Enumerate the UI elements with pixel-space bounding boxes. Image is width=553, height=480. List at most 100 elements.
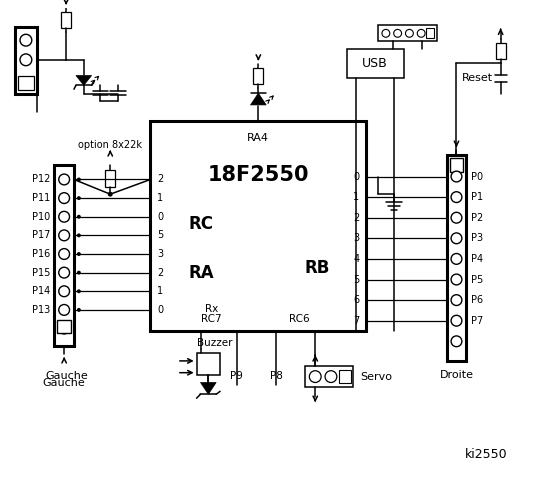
- Text: P4: P4: [471, 254, 483, 264]
- Text: 5: 5: [353, 275, 359, 285]
- Text: RB: RB: [305, 259, 330, 277]
- Bar: [339, 370, 351, 384]
- Polygon shape: [251, 93, 266, 105]
- Circle shape: [59, 249, 70, 259]
- Circle shape: [405, 29, 413, 37]
- Text: P17: P17: [32, 230, 50, 240]
- Circle shape: [451, 274, 462, 285]
- Circle shape: [20, 54, 32, 66]
- Text: P2: P2: [471, 213, 483, 223]
- Text: 1: 1: [158, 193, 164, 203]
- Circle shape: [451, 336, 462, 347]
- Text: P9: P9: [231, 371, 243, 381]
- Bar: [253, 68, 263, 84]
- Text: P13: P13: [32, 305, 50, 315]
- Text: option 8x22k: option 8x22k: [79, 140, 142, 150]
- Bar: [450, 158, 463, 172]
- Text: RA: RA: [189, 264, 214, 282]
- Bar: [495, 43, 505, 59]
- Circle shape: [59, 304, 70, 315]
- Circle shape: [325, 371, 337, 383]
- Circle shape: [108, 192, 113, 197]
- Text: Buzzer: Buzzer: [196, 338, 232, 348]
- Circle shape: [77, 271, 81, 275]
- Text: 1: 1: [353, 192, 359, 202]
- Circle shape: [451, 192, 462, 203]
- Text: 0: 0: [353, 171, 359, 181]
- Text: P14: P14: [32, 286, 50, 296]
- Text: Gauche: Gauche: [43, 378, 86, 388]
- Circle shape: [77, 252, 81, 256]
- Text: RC6: RC6: [289, 314, 310, 324]
- Text: ki2550: ki2550: [465, 447, 507, 461]
- Text: 0: 0: [158, 305, 164, 315]
- Text: 7: 7: [353, 316, 359, 326]
- Bar: [15, 27, 36, 94]
- Circle shape: [59, 211, 70, 222]
- Bar: [150, 120, 366, 332]
- Bar: [378, 25, 437, 41]
- Text: 2: 2: [158, 174, 164, 184]
- Text: 5: 5: [158, 230, 164, 240]
- Circle shape: [451, 253, 462, 264]
- Circle shape: [59, 230, 70, 241]
- Circle shape: [59, 174, 70, 185]
- Text: RC7: RC7: [201, 314, 222, 324]
- Text: P7: P7: [471, 316, 483, 326]
- Circle shape: [77, 308, 81, 312]
- Text: RA4: RA4: [247, 133, 269, 143]
- Text: P0: P0: [471, 171, 483, 181]
- Text: P12: P12: [32, 174, 50, 184]
- Circle shape: [382, 29, 390, 37]
- Bar: [426, 28, 434, 38]
- Text: P10: P10: [32, 212, 50, 222]
- Circle shape: [451, 233, 462, 244]
- Text: P3: P3: [471, 233, 483, 243]
- Circle shape: [59, 323, 70, 334]
- Circle shape: [77, 289, 81, 293]
- Text: P16: P16: [32, 249, 50, 259]
- Text: P8: P8: [269, 371, 283, 381]
- Bar: [447, 155, 466, 361]
- Circle shape: [77, 178, 81, 181]
- Text: P1: P1: [471, 192, 483, 202]
- Bar: [305, 366, 352, 387]
- Circle shape: [59, 267, 70, 278]
- Bar: [196, 353, 220, 375]
- Text: 6: 6: [353, 295, 359, 305]
- Circle shape: [451, 171, 462, 182]
- Circle shape: [59, 286, 70, 297]
- Bar: [18, 76, 34, 90]
- Text: Servo: Servo: [361, 372, 393, 382]
- Bar: [61, 12, 71, 28]
- Circle shape: [394, 29, 401, 37]
- Circle shape: [77, 196, 81, 200]
- Circle shape: [451, 315, 462, 326]
- Text: 3: 3: [158, 249, 164, 259]
- Text: Droite: Droite: [440, 370, 473, 380]
- Text: 18F2550: 18F2550: [207, 165, 309, 184]
- Polygon shape: [76, 75, 92, 85]
- Text: P11: P11: [32, 193, 50, 203]
- Circle shape: [418, 29, 425, 37]
- Text: P6: P6: [471, 295, 483, 305]
- Circle shape: [309, 371, 321, 383]
- Text: Reset: Reset: [462, 73, 493, 84]
- Text: 2: 2: [158, 268, 164, 277]
- Text: Rx: Rx: [205, 304, 218, 314]
- Text: 0: 0: [158, 212, 164, 222]
- Text: 1: 1: [158, 286, 164, 296]
- Circle shape: [77, 233, 81, 237]
- Polygon shape: [201, 383, 216, 394]
- Bar: [106, 169, 115, 187]
- Text: 4: 4: [353, 254, 359, 264]
- Bar: [58, 320, 71, 334]
- Circle shape: [451, 295, 462, 305]
- Bar: [347, 49, 404, 78]
- Circle shape: [77, 215, 81, 219]
- Text: P5: P5: [471, 275, 483, 285]
- Circle shape: [59, 192, 70, 204]
- Text: USB: USB: [362, 57, 388, 70]
- Circle shape: [451, 212, 462, 223]
- Bar: [54, 165, 74, 346]
